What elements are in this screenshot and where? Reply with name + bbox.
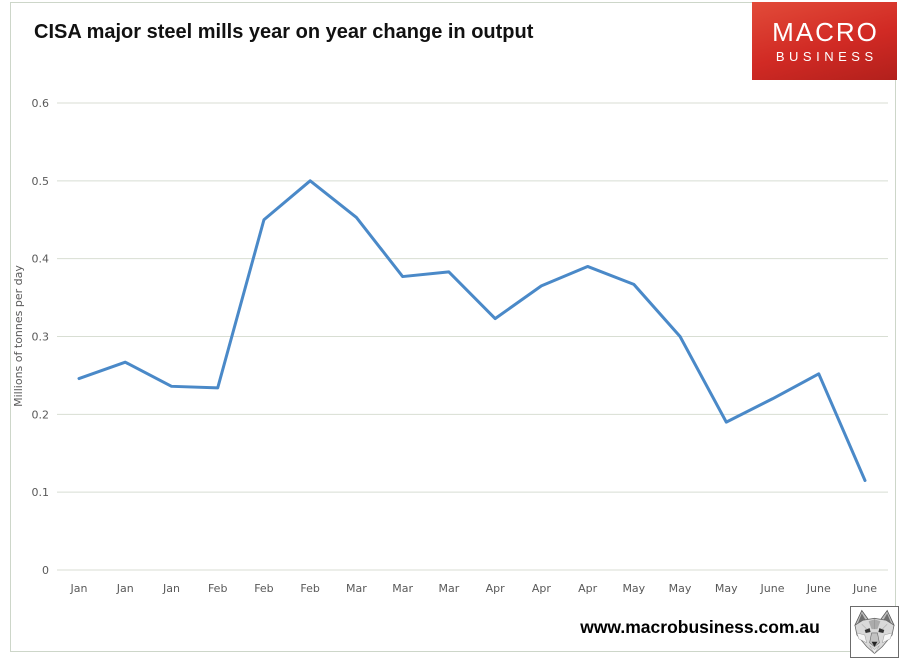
x-tick-label: June (760, 582, 785, 595)
x-tick-label: May (669, 582, 692, 595)
logo-text-business: BUSINESS (775, 48, 878, 64)
x-tick-label: June (806, 582, 831, 595)
x-tick-label: Feb (254, 582, 273, 595)
fox-logo-icon (850, 606, 899, 658)
footer-url: www.macrobusiness.com.au (580, 617, 820, 637)
chart-title: CISA major steel mills year on year chan… (34, 21, 534, 43)
x-tick-label: May (622, 582, 645, 595)
y-tick-label: 0 (42, 564, 49, 577)
y-tick-label: 0.6 (32, 97, 50, 110)
x-tick-label: Mar (438, 582, 459, 595)
y-tick-label: 0.2 (32, 408, 50, 421)
x-tick-label: Jan (116, 582, 134, 595)
x-tick-label: Mar (346, 582, 367, 595)
x-tick-label: Mar (392, 582, 413, 595)
y-axis-title: Millions of tonnes per day (12, 265, 25, 407)
series-line (77, 179, 867, 482)
macrobusiness-logo: MACRO BUSINESS (752, 2, 897, 80)
x-tick-label: Feb (208, 582, 227, 595)
y-tick-label: 0.5 (32, 175, 50, 188)
x-tick-label: Apr (486, 582, 506, 595)
x-tick-label: Jan (70, 582, 88, 595)
y-tick-label: 0.3 (32, 331, 50, 344)
x-tick-label: Apr (532, 582, 552, 595)
y-tick-label: 0.4 (32, 253, 50, 266)
y-tick-label: 0.1 (32, 486, 50, 499)
x-tick-label: Apr (578, 582, 598, 595)
fox-sketch-drawing (854, 609, 895, 655)
x-tick-label: Feb (300, 582, 319, 595)
x-tick-label: Jan (162, 582, 180, 595)
logo-text-macro: MACRO (772, 16, 879, 47)
x-tick-label: May (715, 582, 738, 595)
x-tick-label: June (852, 582, 877, 595)
